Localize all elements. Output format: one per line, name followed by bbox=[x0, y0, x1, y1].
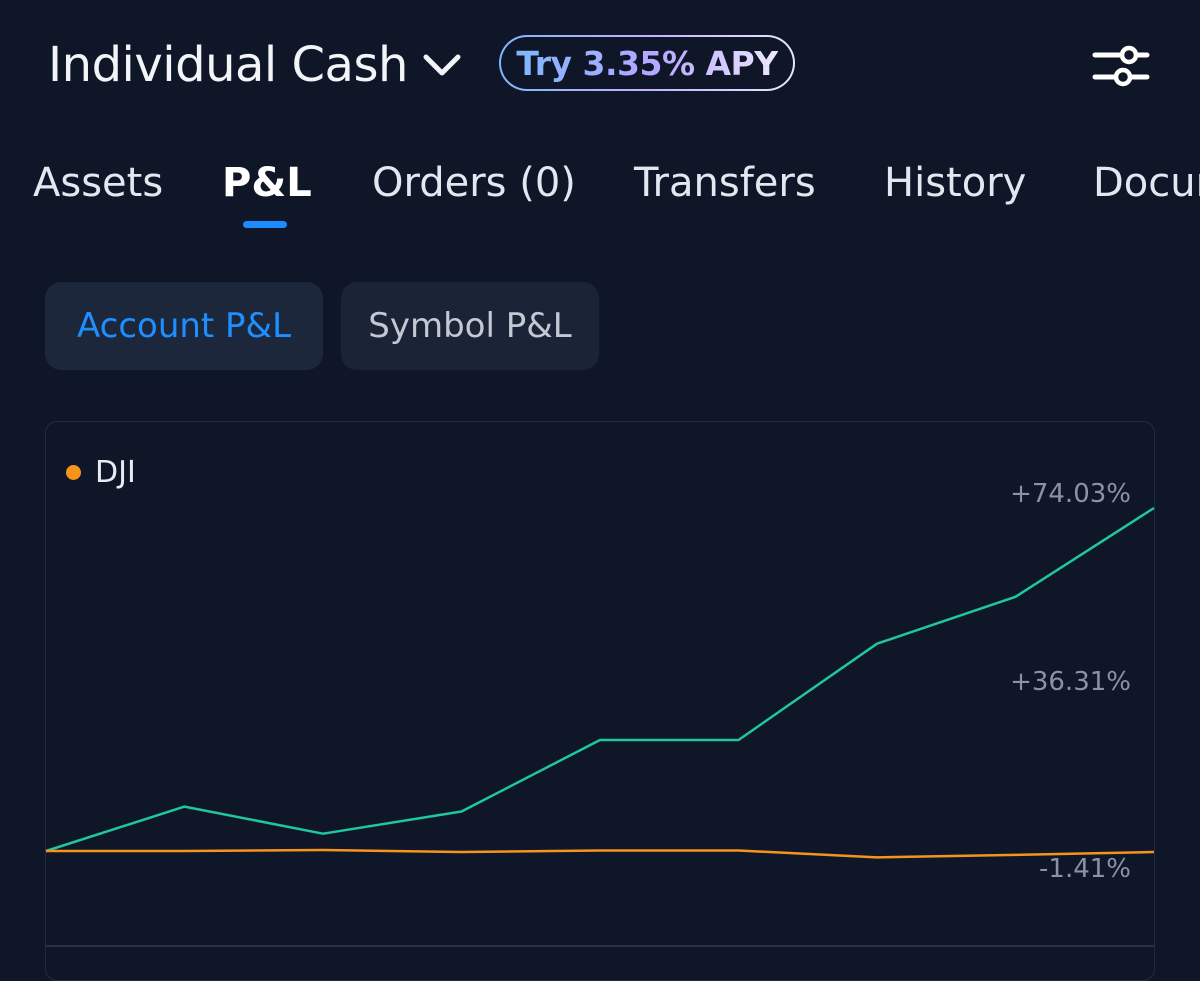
y-tick-label: -1.41% bbox=[1039, 854, 1131, 884]
active-tab-indicator bbox=[243, 221, 287, 228]
symbol-pnl-label: Symbol P&L bbox=[368, 306, 572, 346]
chart-legend: DJI bbox=[66, 455, 136, 490]
account-selector[interactable]: Individual Cash bbox=[48, 34, 462, 96]
pnl-chart: +74.03% +36.31% -1.41% bbox=[45, 479, 1155, 947]
tab-history[interactable]: History bbox=[884, 160, 1027, 206]
y-tick-label: +74.03% bbox=[1010, 479, 1131, 509]
tab-assets[interactable]: Assets bbox=[33, 160, 164, 206]
dji-line bbox=[46, 848, 1155, 859]
symbol-pnl-button[interactable]: Symbol P&L bbox=[341, 282, 599, 370]
tab-pnl[interactable]: P&L bbox=[222, 160, 312, 206]
apy-promo-label: Try 3.35% APY bbox=[516, 43, 778, 83]
account-pnl-button[interactable]: Account P&L bbox=[45, 282, 323, 370]
chevron-down-icon bbox=[422, 45, 462, 85]
tab-transfers[interactable]: Transfers bbox=[634, 160, 816, 206]
account-pnl-line bbox=[45, 506, 1155, 853]
filter-settings-button[interactable] bbox=[1086, 36, 1156, 96]
account-header: Individual Cash Try 3.35% APY bbox=[0, 0, 1200, 130]
sliders-icon bbox=[1092, 45, 1150, 87]
dji-legend-label: DJI bbox=[95, 455, 136, 490]
dji-legend-dot bbox=[66, 465, 81, 480]
account-pnl-label: Account P&L bbox=[76, 306, 292, 346]
tab-orders[interactable]: Orders (0) bbox=[372, 160, 576, 206]
account-tabs: Assets P&L Orders (0) Transfers History … bbox=[0, 150, 1200, 240]
tab-documents[interactable]: Documents bbox=[1093, 160, 1200, 206]
account-name: Individual Cash bbox=[48, 37, 408, 93]
apy-promo-button[interactable]: Try 3.35% APY bbox=[499, 35, 795, 91]
y-tick-label: +36.31% bbox=[1010, 667, 1131, 697]
